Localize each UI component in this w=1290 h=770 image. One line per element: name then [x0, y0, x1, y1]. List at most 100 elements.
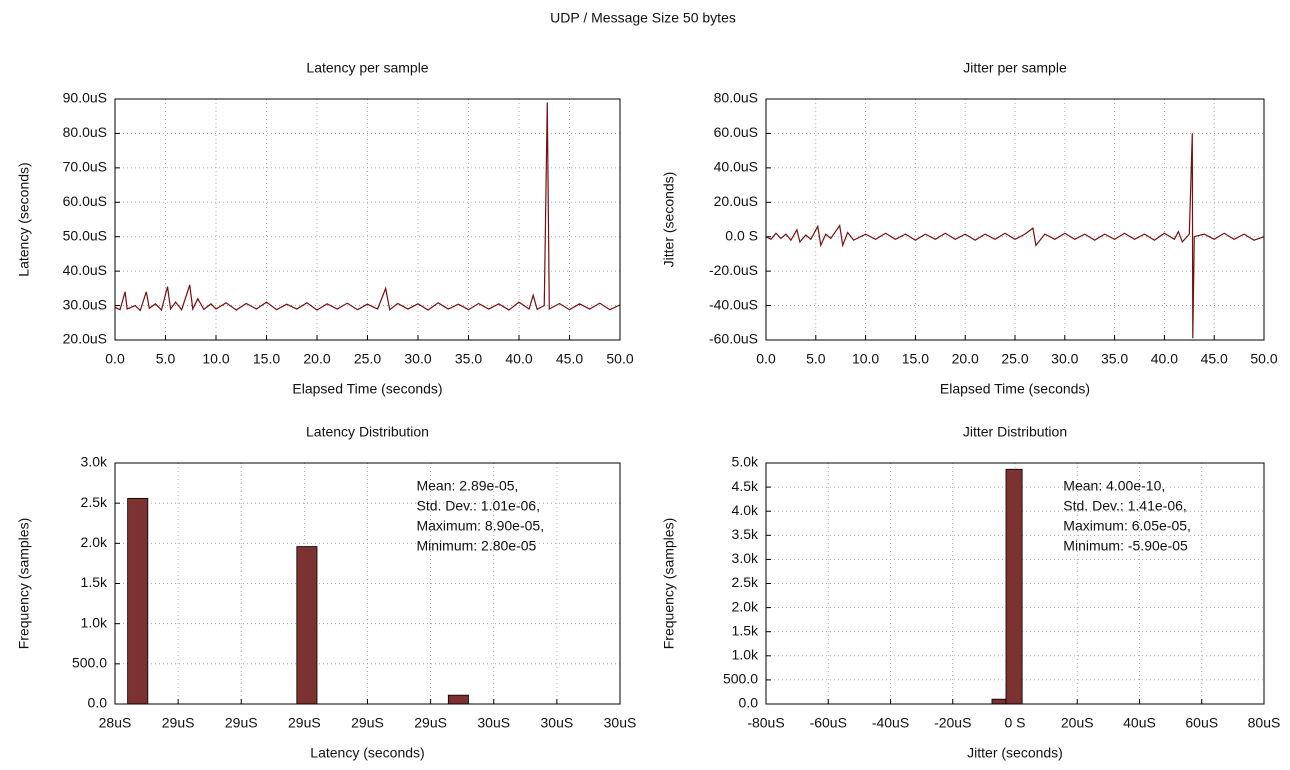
- y-tick-label: 40.0uS: [714, 159, 758, 175]
- x-tick-label: 30uS: [541, 715, 574, 731]
- x-axis-label: Elapsed Time (seconds): [292, 381, 442, 397]
- y-tick-label: 4.0k: [732, 502, 759, 518]
- x-tick-label: 35.0: [1101, 351, 1128, 367]
- y-tick-label: 0.0: [88, 695, 108, 711]
- x-tick-label: -20uS: [934, 715, 971, 731]
- y-tick-label: 1.0k: [732, 647, 759, 663]
- y-tick-label: 60.0uS: [714, 124, 758, 140]
- plot-frame: [114, 462, 621, 705]
- x-tick-label: 40uS: [1123, 715, 1156, 731]
- y-tick-label: 0.0: [739, 695, 759, 711]
- x-tick-label: 10.0: [852, 351, 879, 367]
- y-tick-label: 4.5k: [732, 478, 759, 494]
- plot-frame: [114, 98, 621, 341]
- x-tick-label: 29uS: [162, 715, 195, 731]
- y-tick-label: -40.0uS: [709, 296, 758, 312]
- x-tick-label: 45.0: [556, 351, 583, 367]
- stats-annotation: Mean: 2.89e-05,: [416, 478, 518, 494]
- x-tick-label: 29uS: [414, 715, 447, 731]
- x-tick-label: 15.0: [253, 351, 280, 367]
- y-tick-label: 2.5k: [732, 574, 759, 590]
- y-tick-label: 2.0k: [732, 598, 759, 614]
- x-tick-label: 20.0: [303, 351, 330, 367]
- y-tick-label: 500.0: [723, 671, 758, 687]
- x-tick-label: 35.0: [455, 351, 482, 367]
- stats-annotation: Maximum: 8.90e-05,: [416, 518, 544, 534]
- y-tick-label: -60.0uS: [709, 331, 758, 347]
- x-axis-label: Jitter (seconds): [967, 745, 1063, 761]
- x-tick-label: -80uS: [747, 715, 784, 731]
- y-tick-label: 1.0k: [81, 614, 108, 630]
- y-tick-label: 60.0uS: [63, 193, 107, 209]
- x-tick-label: 10.0: [202, 351, 229, 367]
- stats-annotation: Mean: 4.00e-10,: [1063, 478, 1165, 494]
- x-tick-label: 5.0: [806, 351, 826, 367]
- plot-frame: [765, 462, 1265, 705]
- histogram-bar: [991, 698, 1007, 705]
- x-tick-label: 28uS: [99, 715, 132, 731]
- y-tick-label: 80.0uS: [63, 124, 107, 140]
- x-tick-label: 0 S: [1004, 715, 1025, 731]
- histogram-bar: [447, 694, 469, 705]
- stats-annotation: Minimum: 2.80e-05: [416, 538, 536, 554]
- x-tick-label: 30uS: [477, 715, 510, 731]
- x-tick-label: 30.0: [404, 351, 431, 367]
- y-tick-label: 1.5k: [732, 622, 759, 638]
- y-tick-label: 3.0k: [732, 550, 759, 566]
- histogram-bar: [296, 546, 318, 705]
- x-tick-label: 30uS: [604, 715, 637, 731]
- x-tick-label: 80uS: [1248, 715, 1281, 731]
- data-line: [765, 133, 1265, 339]
- y-axis-label: Frequency (samples): [661, 518, 677, 650]
- y-tick-label: 5.0k: [732, 454, 759, 470]
- x-axis-label: Latency (seconds): [310, 745, 424, 761]
- y-axis-label: Frequency (samples): [16, 518, 32, 650]
- y-tick-label: 50.0uS: [63, 227, 107, 243]
- x-tick-label: 0.0: [756, 351, 776, 367]
- y-tick-label: 90.0uS: [63, 90, 107, 106]
- y-tick-label: 2.5k: [81, 494, 108, 510]
- x-tick-label: 20.0: [952, 351, 979, 367]
- y-tick-label: 1.5k: [81, 574, 108, 590]
- histogram-bar: [1005, 468, 1023, 705]
- x-tick-label: 60uS: [1185, 715, 1218, 731]
- stats-annotation: Std. Dev.: 1.41e-06,: [1063, 498, 1186, 514]
- x-tick-label: 29uS: [225, 715, 258, 731]
- stats-annotation: Maximum: 6.05e-05,: [1063, 518, 1191, 534]
- y-tick-label: 500.0: [72, 655, 107, 671]
- y-tick-label: 3.5k: [732, 526, 759, 542]
- plot-frame: [765, 98, 1265, 341]
- x-tick-label: 50.0: [1250, 351, 1277, 367]
- y-axis-label: Jitter (seconds): [661, 172, 677, 268]
- chart-title: Latency per sample: [306, 60, 428, 76]
- x-tick-label: 0.0: [105, 351, 125, 367]
- x-tick-label: 25.0: [354, 351, 381, 367]
- x-tick-label: 29uS: [288, 715, 321, 731]
- x-axis-label: Elapsed Time (seconds): [940, 381, 1090, 397]
- y-tick-label: 0.0 S: [725, 227, 758, 243]
- x-tick-label: 29uS: [351, 715, 384, 731]
- y-tick-label: -20.0uS: [709, 262, 758, 278]
- y-axis-label: Latency (seconds): [16, 162, 32, 276]
- y-tick-label: 70.0uS: [63, 159, 107, 175]
- x-tick-label: 30.0: [1051, 351, 1078, 367]
- y-tick-label: 3.0k: [81, 454, 108, 470]
- chart-title: Jitter Distribution: [963, 424, 1067, 440]
- x-tick-label: 40.0: [505, 351, 532, 367]
- x-tick-label: 50.0: [606, 351, 633, 367]
- y-tick-label: 2.0k: [81, 534, 108, 550]
- y-tick-label: 20.0uS: [63, 331, 107, 347]
- chart-title: Latency Distribution: [306, 424, 429, 440]
- y-tick-label: 40.0uS: [63, 262, 107, 278]
- histogram-bar: [127, 497, 149, 705]
- data-line: [114, 102, 621, 312]
- y-tick-label: 20.0uS: [714, 193, 758, 209]
- x-tick-label: 5.0: [156, 351, 176, 367]
- stats-annotation: Std. Dev.: 1.01e-06,: [416, 498, 539, 514]
- x-tick-label: 25.0: [1001, 351, 1028, 367]
- y-tick-label: 80.0uS: [714, 90, 758, 106]
- x-tick-label: 20uS: [1061, 715, 1094, 731]
- x-tick-label: 40.0: [1151, 351, 1178, 367]
